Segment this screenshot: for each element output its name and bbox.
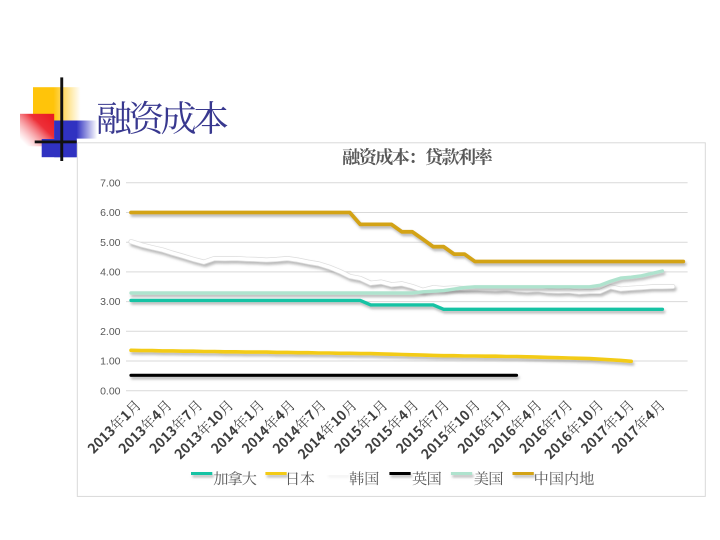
svg-text:4.00: 4.00 (100, 267, 121, 279)
svg-text:6.00: 6.00 (100, 207, 121, 219)
svg-text:1.00: 1.00 (100, 356, 121, 368)
svg-text:7.00: 7.00 (100, 177, 121, 189)
svg-text:5.00: 5.00 (100, 237, 121, 249)
svg-text:0.00: 0.00 (100, 385, 121, 397)
svg-text:3.00: 3.00 (100, 296, 121, 308)
svg-text:2.00: 2.00 (100, 326, 121, 338)
